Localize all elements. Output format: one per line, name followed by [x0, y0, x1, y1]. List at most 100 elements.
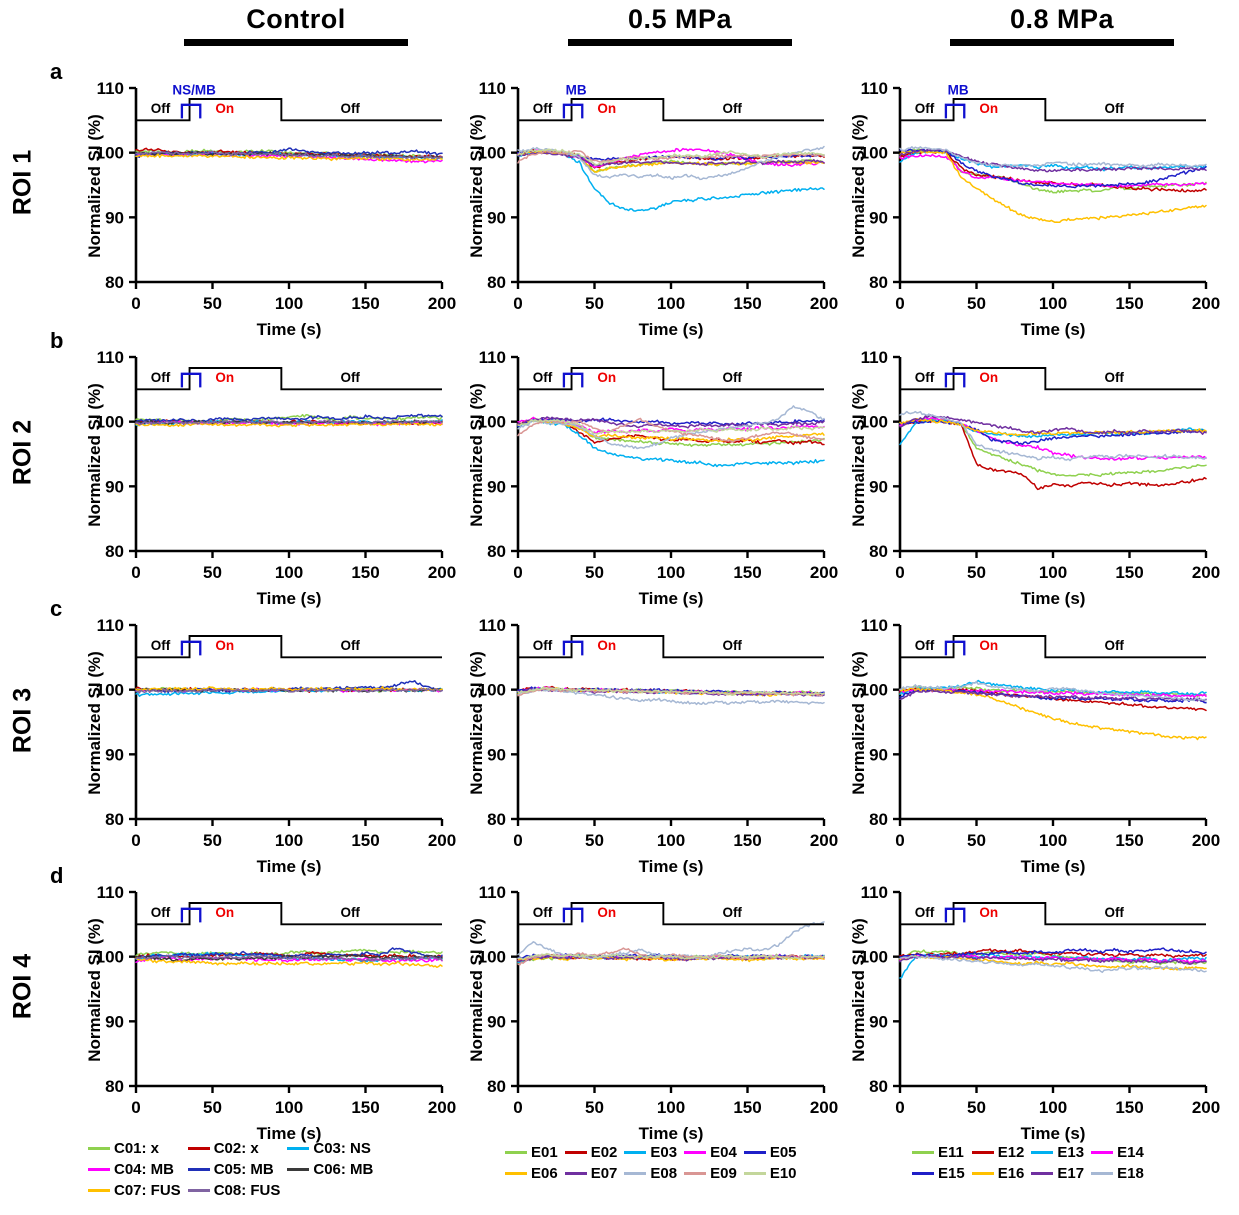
label-on: On: [979, 101, 998, 116]
legend-label: E07: [590, 1165, 618, 1182]
fus-state-waveform: [136, 902, 442, 926]
y-tick-label: 100: [478, 681, 506, 700]
legend-item[interactable]: E01: [505, 1142, 565, 1163]
legend-item[interactable]: C01: x: [88, 1138, 188, 1159]
plot-panel-b-05mpa: 80 90 100 110 0 50 100 150 200 Off On Off: [456, 339, 842, 595]
fus-state-waveform: [900, 98, 1206, 122]
legend-label: C04: MB: [114, 1161, 175, 1178]
legend-05mpa: E01 E02 E03 E04 E05 E06 E07 E08 E09 E10: [505, 1142, 804, 1184]
legend-row: E15 E16 E17 E18: [912, 1163, 1151, 1184]
legend-item[interactable]: E07: [564, 1163, 625, 1184]
legend-color-swatch: [187, 1146, 210, 1151]
legend-item[interactable]: C05: MB: [187, 1159, 288, 1180]
y-axis-label: Normalized SI (%): [85, 114, 104, 258]
legend-item[interactable]: E18: [1091, 1163, 1151, 1184]
data-series-e17: [899, 148, 1207, 173]
legend-item[interactable]: E09: [684, 1163, 744, 1184]
legend-08mpa: E11 E12 E13 E14 E15 E16 E17 E18: [912, 1142, 1151, 1184]
y-tick-label: 110: [97, 348, 124, 367]
legend-label: C02: x: [213, 1140, 259, 1157]
legend-item[interactable]: C04: MB: [88, 1159, 188, 1180]
x-tick-label: 0: [131, 831, 140, 850]
y-tick-label: 90: [105, 1012, 124, 1031]
legend-item[interactable]: C08: FUS: [187, 1180, 288, 1201]
x-tick-label: 0: [895, 1098, 904, 1117]
fus-state-waveform: [518, 902, 824, 926]
legend-label: E16: [997, 1165, 1025, 1182]
legend-item[interactable]: E05: [743, 1142, 804, 1163]
y-tick-label: 90: [487, 208, 506, 227]
x-tick-label: 100: [657, 563, 685, 582]
x-tick-label: 200: [810, 563, 838, 582]
x-tick-label: 150: [733, 563, 761, 582]
legend-item[interactable]: E14: [1091, 1142, 1151, 1163]
label-off-left: Off: [533, 370, 553, 385]
fus-state-waveform: [136, 98, 442, 122]
label-off-right: Off: [722, 638, 742, 653]
data-series-e08: [517, 921, 825, 960]
legend-item[interactable]: E04: [684, 1142, 744, 1163]
x-tick-label: 0: [513, 1098, 522, 1117]
legend-item[interactable]: E08: [624, 1163, 684, 1184]
legend-item[interactable]: E06: [505, 1163, 565, 1184]
y-tick-label: 90: [105, 477, 124, 496]
y-tick-label: 110: [97, 79, 124, 98]
x-tick-label: 100: [657, 294, 685, 313]
y-tick-label: 110: [97, 883, 124, 902]
y-tick-label: 100: [96, 948, 124, 967]
y-tick-label: 110: [861, 616, 888, 635]
legend-item[interactable]: E02: [564, 1142, 625, 1163]
x-tick-label: 50: [967, 831, 986, 850]
x-tick-label: 0: [895, 294, 904, 313]
x-axis-label: Time (s): [256, 1124, 322, 1143]
data-series-e16: [899, 954, 1207, 971]
data-series-c05mb: [135, 680, 443, 694]
legend-item[interactable]: C03: NS: [287, 1138, 380, 1159]
x-axis-label: Time (s): [256, 320, 322, 339]
plot-panel-a-control: 80 90 100 110 0 50 100 150 200 Off On Off NS/MB: [74, 70, 460, 326]
y-tick-label: 80: [105, 1077, 124, 1096]
legend-item[interactable]: [287, 1180, 380, 1201]
x-tick-label: 50: [203, 831, 222, 850]
legend-color-swatch: [187, 1188, 210, 1193]
label-off-right: Off: [722, 370, 742, 385]
legend-item[interactable]: E15: [912, 1163, 972, 1184]
legend-color-swatch: [912, 1171, 934, 1176]
legend-item[interactable]: C06: MB: [287, 1159, 380, 1180]
legend-item[interactable]: C02: x: [187, 1138, 288, 1159]
plot-panel-c-05mpa: 80 90 100 110 0 50 100 150 200 Off On Off: [456, 607, 842, 863]
legend-label: E04: [710, 1144, 737, 1161]
legend-row: C04: MB C05: MB C06: MB: [88, 1159, 380, 1180]
label-off-right: Off: [722, 905, 742, 920]
legend-table: E01 E02 E03 E04 E05 E06 E07 E08 E09 E10: [505, 1142, 804, 1184]
legend-item[interactable]: E11: [912, 1142, 972, 1163]
y-axis-label: Normalized SI (%): [467, 651, 486, 795]
legend-item[interactable]: E17: [1031, 1163, 1091, 1184]
data-series-e18: [899, 146, 1207, 168]
legend-item[interactable]: E16: [971, 1163, 1032, 1184]
label-off-right: Off: [1104, 638, 1124, 653]
data-series-c08fus: [135, 954, 443, 962]
x-tick-label: 50: [203, 563, 222, 582]
legend-label: E13: [1057, 1144, 1085, 1161]
legend-item[interactable]: E10: [743, 1163, 804, 1184]
x-tick-label: 200: [810, 1098, 838, 1117]
x-tick-label: 50: [967, 294, 986, 313]
label-off-left: Off: [915, 370, 935, 385]
x-tick-label: 200: [428, 1098, 456, 1117]
x-tick-label: 0: [895, 831, 904, 850]
data-series-e07: [517, 416, 825, 429]
y-tick-label: 90: [487, 745, 506, 764]
data-series-e10: [517, 418, 825, 435]
label-off-left: Off: [915, 905, 935, 920]
legend-item[interactable]: C07: FUS: [88, 1180, 188, 1201]
label-on: On: [597, 101, 616, 116]
y-axis-label: Normalized SI (%): [467, 383, 486, 527]
legend-label: E14: [1117, 1144, 1144, 1161]
legend-item[interactable]: E13: [1031, 1142, 1091, 1163]
label-off-right: Off: [1104, 905, 1124, 920]
legend-item[interactable]: E12: [971, 1142, 1032, 1163]
data-series-e18: [899, 410, 1207, 462]
legend-item[interactable]: E03: [624, 1142, 684, 1163]
x-axis-label: Time (s): [638, 857, 704, 876]
